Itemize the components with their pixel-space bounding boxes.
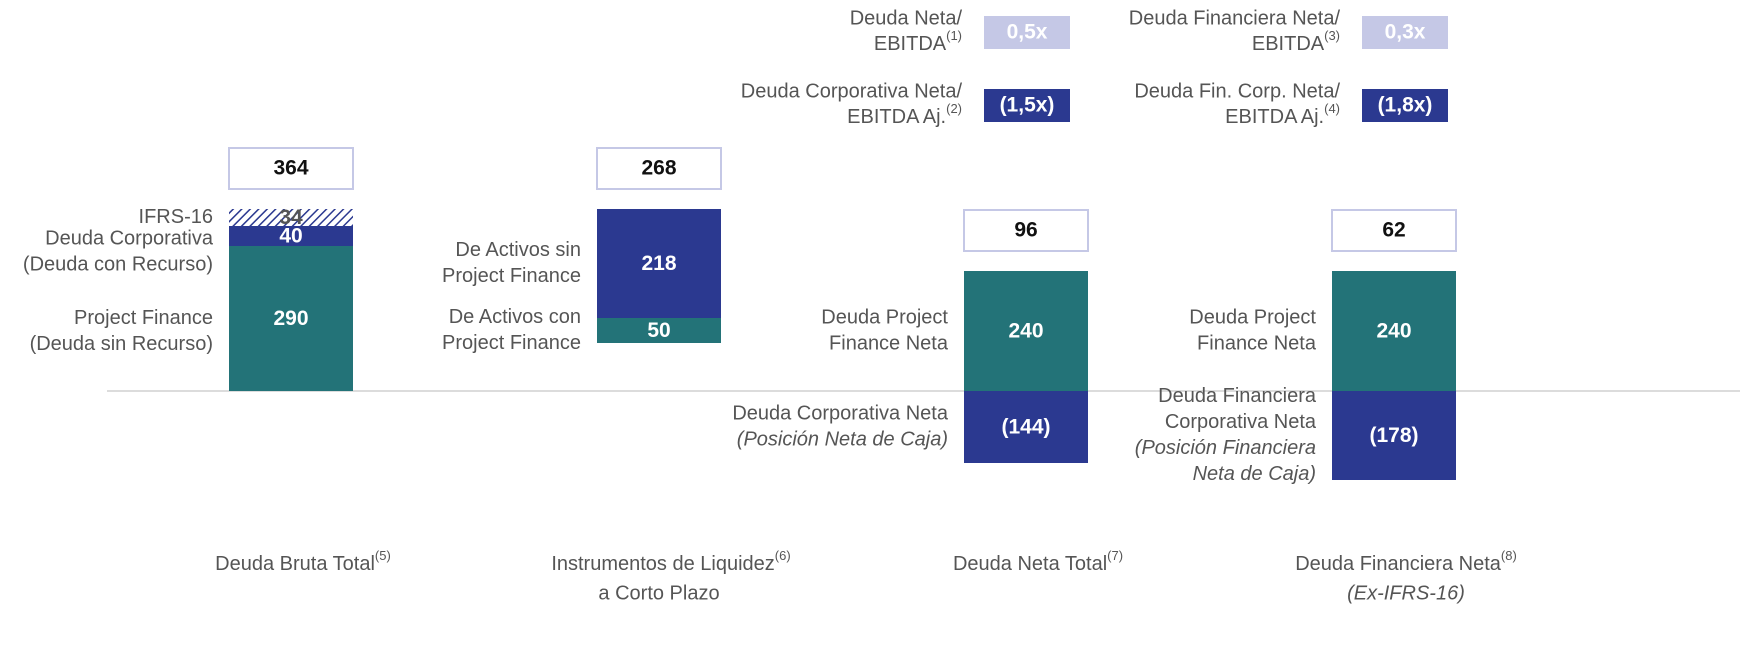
segment-label: De Activos sin	[455, 239, 581, 261]
ratio-label: Deuda Corporativa Neta/	[741, 80, 963, 102]
bar-segment	[229, 226, 353, 246]
ratio-label: EBITDA(3)	[1252, 28, 1340, 55]
ratio-label: EBITDA Aj.(2)	[847, 101, 962, 128]
category-label: Deuda Bruta Total(5)	[215, 548, 391, 575]
segment-label: Project Finance	[74, 307, 213, 329]
total-label: 62	[1382, 219, 1405, 242]
segment-label: Deuda Financiera	[1158, 385, 1317, 407]
ratio-label-main: EBITDA Aj.	[847, 106, 946, 128]
ratio-label: Deuda Financiera Neta/	[1129, 7, 1341, 29]
ratio-value: (1,8x)	[1378, 94, 1433, 117]
ratio-label-note: (3)	[1324, 28, 1340, 43]
ratio-box	[1362, 16, 1448, 49]
total-box	[963, 209, 1089, 252]
category-label-note: (6)	[775, 548, 791, 563]
ratio-box	[984, 89, 1070, 122]
bar-segment	[1332, 391, 1456, 480]
segment-label: (Deuda sin Recurso)	[30, 333, 213, 355]
bar-segment	[597, 209, 721, 318]
segment-label: De Activos con	[449, 306, 581, 328]
value-label: 290	[273, 307, 308, 330]
ratio-label-note: (1)	[946, 28, 962, 43]
total-label: 268	[641, 157, 676, 180]
category-label-main: Instrumentos de Liquidez	[551, 553, 774, 575]
category-label-note: (8)	[1501, 548, 1517, 563]
value-label: 218	[641, 252, 676, 275]
segment-label: Deuda Project	[1189, 306, 1316, 328]
ratio-value: 0,5x	[1007, 21, 1048, 44]
segment-label: (Deuda con Recurso)	[23, 253, 213, 275]
ratio-label-main: EBITDA	[1252, 33, 1325, 55]
bar-segment	[229, 209, 353, 226]
ratio-box	[1362, 89, 1448, 122]
category-label: Instrumentos de Liquidez(6)	[551, 548, 790, 575]
bar-segment	[597, 318, 721, 343]
value-label: (144)	[1001, 416, 1050, 439]
value-label: 50	[647, 319, 670, 342]
total-label: 96	[1014, 219, 1037, 242]
segment-label: Finance Neta	[1197, 332, 1317, 354]
ratio-label-main: EBITDA	[874, 33, 947, 55]
value-label: 40	[279, 225, 302, 248]
category-label-main: Deuda Financiera Neta	[1295, 553, 1502, 575]
segment-label: Project Finance	[442, 265, 581, 287]
category-label-main: Deuda Neta Total	[953, 553, 1107, 575]
segment-label: Finance Neta	[829, 332, 949, 354]
segment-label: Deuda Corporativa Neta	[732, 402, 949, 424]
category-label: Deuda Neta Total(7)	[953, 548, 1123, 575]
segment-label: Corporativa Neta	[1165, 411, 1317, 433]
ratio-label-main: EBITDA Aj.	[1225, 106, 1324, 128]
value-label: 240	[1376, 320, 1411, 343]
segment-label: Project Finance	[442, 332, 581, 354]
ratio-label: EBITDA Aj.(4)	[1225, 101, 1340, 128]
bar-segment	[964, 271, 1088, 391]
segment-label: (Posición Neta de Caja)	[737, 428, 948, 450]
total-box	[596, 147, 722, 190]
segment-label: Deuda Corporativa	[45, 227, 214, 249]
category-label: Deuda Financiera Neta(8)	[1295, 548, 1517, 575]
ratio-label: Deuda Fin. Corp. Neta/	[1134, 80, 1340, 102]
ratio-label: Deuda Neta/	[850, 7, 963, 29]
segment-label: Deuda Project	[821, 306, 948, 328]
segment-label: IFRS-16	[139, 206, 213, 228]
bar-segment	[1332, 271, 1456, 391]
value-label: 240	[1008, 320, 1043, 343]
category-label-note: (5)	[375, 548, 391, 563]
bar-segment	[964, 391, 1088, 463]
total-box	[1331, 209, 1457, 252]
category-label: a Corto Plazo	[598, 582, 719, 604]
category-label-note: (7)	[1107, 548, 1123, 563]
value-label: (178)	[1369, 424, 1418, 447]
ratio-box	[984, 16, 1070, 49]
ratio-value: 0,3x	[1385, 21, 1426, 44]
value-label: 34	[279, 206, 303, 229]
ratio-label-note: (4)	[1324, 101, 1340, 116]
ratio-value: (1,5x)	[1000, 94, 1055, 117]
ratio-label-note: (2)	[946, 101, 962, 116]
total-label: 364	[273, 157, 308, 180]
category-label-main: Deuda Bruta Total	[215, 553, 375, 575]
segment-label: (Posición Financiera	[1135, 437, 1316, 459]
total-box	[228, 147, 354, 190]
category-sublabel: (Ex-IFRS-16)	[1347, 582, 1465, 604]
bar-segment	[229, 246, 353, 391]
ratio-label: EBITDA(1)	[874, 28, 962, 55]
segment-label: Neta de Caja)	[1193, 463, 1316, 485]
